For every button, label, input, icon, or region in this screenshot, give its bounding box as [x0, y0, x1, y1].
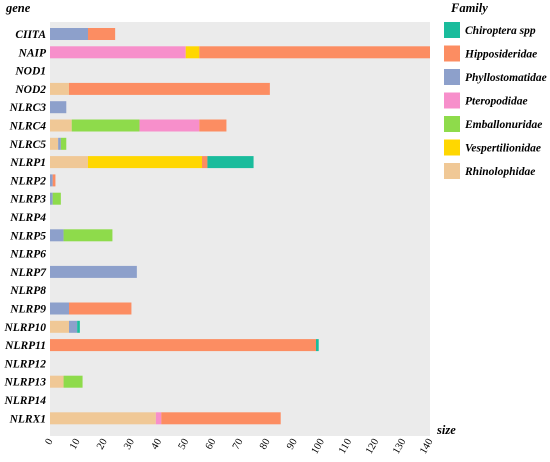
legend: Family Chiroptera spp Hipposideridae Phyll…: [444, 1, 547, 179]
bar-nlrp2-phyllostomatidae: [50, 174, 53, 187]
x-axis-title: size: [436, 423, 456, 437]
category-label-nlrc4: NLRC4: [9, 121, 47, 133]
bar-naip-pteropodidae: [50, 46, 186, 59]
bar-nlrc4-emballonuridae: [71, 119, 140, 132]
x-tick-10: 10: [68, 437, 83, 452]
bar-nlrp3-phyllostomatidae: [50, 192, 53, 205]
bar-naip-hipposideridae: [199, 46, 430, 59]
category-label-nlrc5: NLRC5: [9, 139, 47, 151]
bar-nlrc5-emballonuridae: [60, 137, 67, 150]
bar-nlrp3-emballonuridae: [52, 192, 61, 205]
legend-label-emballonuridae: Emballonuridae: [464, 119, 542, 131]
category-label-nlrx1: NLRX1: [9, 413, 46, 425]
bar-nlrp9-hipposideridae: [69, 302, 132, 315]
legend-label-rhinolophidae: Rhinolophidae: [464, 166, 535, 178]
x-tick-40: 40: [149, 437, 164, 452]
category-label-nlrp14: NLRP14: [3, 395, 46, 407]
category-label-nlrp4: NLRP4: [9, 212, 46, 224]
legend-swatch-chiroptera-spp: [444, 22, 460, 38]
bar-naip-vespertilionidae: [185, 46, 200, 59]
bar-nlrp1-rhinolophidae: [50, 156, 88, 169]
bar-nlrc5-rhinolophidae: [50, 137, 59, 150]
category-label-nlrp10: NLRP10: [3, 322, 46, 334]
category-label-nlrp13: NLRP13: [3, 377, 46, 389]
category-label-naip: NAIP: [18, 47, 47, 59]
legend-swatch-vespertilionidae: [444, 139, 460, 156]
category-label-nlrc3: NLRC3: [9, 102, 47, 114]
x-tick-100: 100: [310, 437, 327, 456]
bar-nlrp7-phyllostomatidae: [50, 265, 137, 278]
bar-nod2-rhinolophidae: [50, 82, 69, 95]
bars-layer: [50, 28, 430, 425]
x-tick-labels: 0 10 20 30 40 50 60 70 80 90 100 110 120 130 140: [43, 437, 435, 456]
bar-nlrp1-hipposideridae: [202, 156, 208, 169]
bar-nlrp1-chiroptera-spp: [207, 156, 254, 169]
x-tick-30: 30: [122, 437, 137, 452]
bar-nlrp13-rhinolophidae: [50, 375, 64, 388]
category-labels: CIITA NAIP NOD1 NOD2 NLRC3 NLRC4 NLRC5 NLRP1 NLR…: [3, 29, 47, 425]
bar-nlrp11-chiroptera-spp: [316, 339, 319, 352]
legend-label-vespertilionidae: Vespertilionidae: [465, 143, 541, 155]
category-label-nlrp2: NLRP2: [9, 175, 46, 187]
x-tick-0: 0: [43, 437, 55, 447]
legend-swatch-emballonuridae: [444, 116, 460, 132]
category-label-ciita: CIITA: [15, 29, 46, 41]
bar-ciita-phyllostomatidae: [50, 28, 88, 40]
x-tick-120: 120: [364, 437, 381, 456]
bar-nlrp13-emballonuridae: [63, 375, 83, 388]
x-tick-20: 20: [95, 437, 110, 452]
bar-nlrx1-hipposideridae: [161, 412, 281, 425]
category-label-nlrp7: NLRP7: [9, 267, 47, 279]
bar-nlrc4-hipposideridae: [199, 119, 227, 132]
legend-swatch-hipposideridae: [444, 45, 460, 62]
category-label-nlrp11: NLRP11: [4, 340, 46, 352]
category-label-nlrp5: NLRP5: [9, 230, 46, 242]
x-tick-70: 70: [231, 437, 246, 452]
legend-swatch-pteropodidae: [444, 92, 460, 109]
bar-nlrp10-rhinolophidae: [50, 320, 69, 333]
bar-nlrc3-phyllostomatidae: [50, 101, 67, 114]
category-label-nlrp6: NLRP6: [9, 249, 46, 261]
bar-nlrc4-pteropodidae: [139, 119, 200, 132]
bar-nlrp5-emballonuridae: [63, 229, 113, 242]
category-label-nod1: NOD1: [14, 66, 46, 78]
x-tick-60: 60: [204, 437, 219, 452]
legend-label-pteropodidae: Pteropodidae: [465, 96, 528, 108]
bar-nlrx1-rhinolophidae: [50, 412, 156, 425]
bar-ciita-hipposideridae: [88, 28, 116, 40]
x-tick-110: 110: [337, 437, 354, 456]
legend-label-chiroptera-spp: Chiroptera spp: [465, 25, 536, 37]
x-tick-140: 140: [418, 437, 435, 456]
bar-nlrp11-hipposideridae: [50, 339, 316, 352]
bar-nod2-hipposideridae: [69, 82, 270, 95]
legend-label-hipposideridae: Hipposideridae: [464, 49, 537, 61]
x-tick-130: 130: [391, 437, 408, 456]
bar-nlrc5-phyllostomatidae: [58, 137, 61, 150]
legend-label-phyllostomatidae: Phyllostomatidae: [465, 72, 547, 84]
bar-nlrp2-hipposideridae: [52, 174, 56, 187]
category-label-nlrp1: NLRP1: [9, 157, 46, 169]
bar-nlrp10-chiroptera-spp: [77, 320, 80, 333]
category-label-nod2: NOD2: [14, 84, 46, 96]
category-label-nlrp3: NLRP3: [9, 194, 46, 206]
bar-nlrp1-vespertilionidae: [88, 156, 202, 169]
x-tick-80: 80: [258, 437, 273, 452]
bar-nlrx1-pteropodidae: [155, 412, 162, 425]
category-label-nlrp8: NLRP8: [9, 285, 46, 297]
bar-nlrp9-phyllostomatidae: [50, 302, 69, 315]
category-label-nlrp9: NLRP9: [9, 304, 46, 316]
bar-nlrc4-rhinolophidae: [50, 119, 72, 132]
category-label-nlrp12: NLRP12: [3, 358, 46, 370]
bar-nlrp5-phyllostomatidae: [50, 229, 64, 242]
y-axis-title: gene: [5, 1, 31, 15]
legend-title: Family: [450, 1, 488, 15]
x-tick-90: 90: [285, 437, 300, 452]
legend-swatch-phyllostomatidae: [444, 69, 460, 85]
x-tick-50: 50: [177, 437, 192, 452]
bar-nlrp10-phyllostomatidae: [69, 320, 78, 333]
legend-swatch-rhinolophidae: [444, 163, 460, 179]
